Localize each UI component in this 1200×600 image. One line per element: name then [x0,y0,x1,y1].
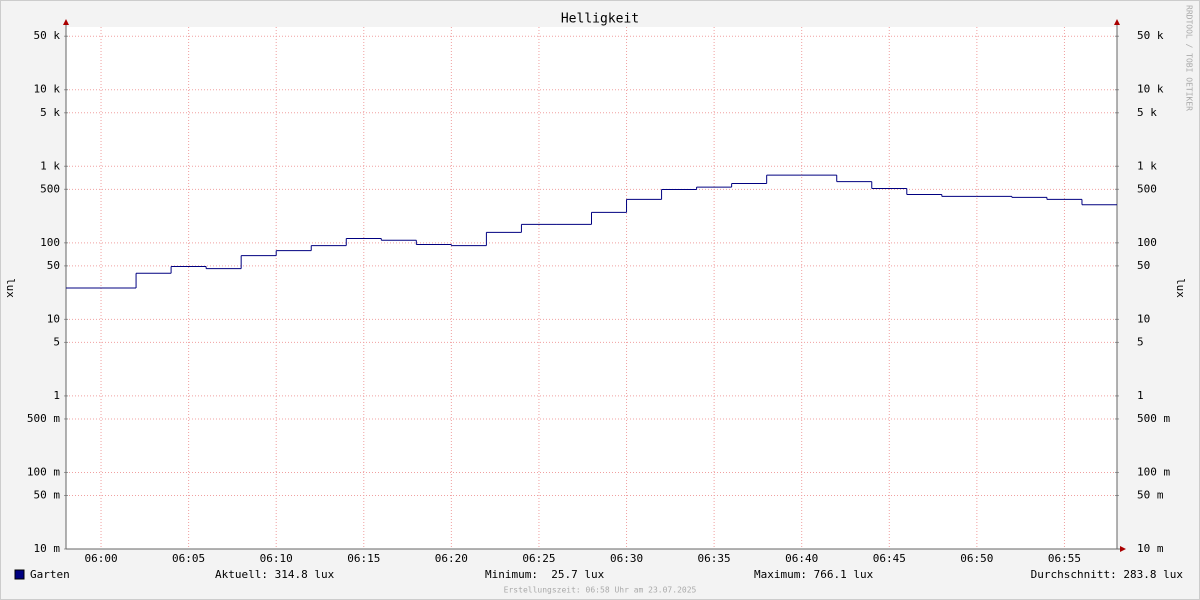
x-tick-label: 06:50 [960,552,993,565]
x-tick-label: 06:15 [347,552,380,565]
legend-swatch [14,569,25,580]
footer: Erstellungszeit: 06:58 Uhr am 23.07.2025 [504,586,697,595]
plot-area [66,27,1117,549]
y-tick-label: 50 k [34,29,61,42]
y-tick-label: 1 [1137,389,1144,402]
x-tick-label: 06:20 [435,552,468,565]
x-tick-label: 06:05 [172,552,205,565]
y-tick-label: 100 [40,236,60,249]
x-tick-label: 06:25 [522,552,555,565]
y-tick-label: 10 k [34,83,61,96]
axis-arrow [63,19,69,25]
y-tick-label: 1 k [40,159,60,172]
y-tick-label: 50 [1137,259,1150,272]
y-tick-label: 50 m [34,488,61,501]
y-tick-label: 500 m [27,412,60,425]
x-tick-label: 06:35 [698,552,731,565]
x-tick-label: 06:10 [260,552,293,565]
watermark: RRDTOOL / TOBI OETIKER [1185,5,1194,111]
x-tick-label: 06:40 [785,552,818,565]
y-tick-label: 100 [1137,236,1157,249]
axis-arrow [1114,19,1120,25]
y-tick-label: 500 [40,182,60,195]
y-tick-label: 500 [1137,182,1157,195]
y-tick-label: 100 m [27,465,60,478]
y-tick-label: 10 m [1137,542,1164,555]
y-tick-label: 50 m [1137,488,1164,501]
chart-title: Helligkeit [561,12,639,27]
y-tick-label: 1 [53,389,60,402]
x-tick-label: 06:00 [84,552,117,565]
y-tick-label: 10 m [34,542,61,555]
y-tick-label: 50 k [1137,29,1164,42]
y-tick-label: 500 m [1137,412,1170,425]
y-tick-label: 5 k [1137,106,1157,119]
y-tick-label: 5 k [40,106,60,119]
y-tick-label: 10 [47,312,60,325]
stat: Minimum: 25.7 lux [485,568,605,581]
y-axis-label: lux [4,278,17,298]
y-tick-label: 10 [1137,312,1150,325]
y-tick-label: 5 [53,335,60,348]
stat: Aktuell: 314.8 lux [215,568,335,581]
y-tick-label: 50 [47,259,60,272]
y-tick-label: 100 m [1137,465,1170,478]
y-tick-label: 5 [1137,335,1144,348]
stat: Durchschnitt: 283.8 lux [1031,568,1184,581]
y-axis-label: lux [1174,278,1187,298]
x-tick-label: 06:55 [1048,552,1081,565]
axis-arrow [1120,546,1126,552]
y-tick-label: 1 k [1137,159,1157,172]
x-tick-label: 06:45 [873,552,906,565]
stat: Maximum: 766.1 lux [754,568,874,581]
legend-label: Garten [30,568,70,581]
x-tick-label: 06:30 [610,552,643,565]
y-tick-label: 10 k [1137,83,1164,96]
